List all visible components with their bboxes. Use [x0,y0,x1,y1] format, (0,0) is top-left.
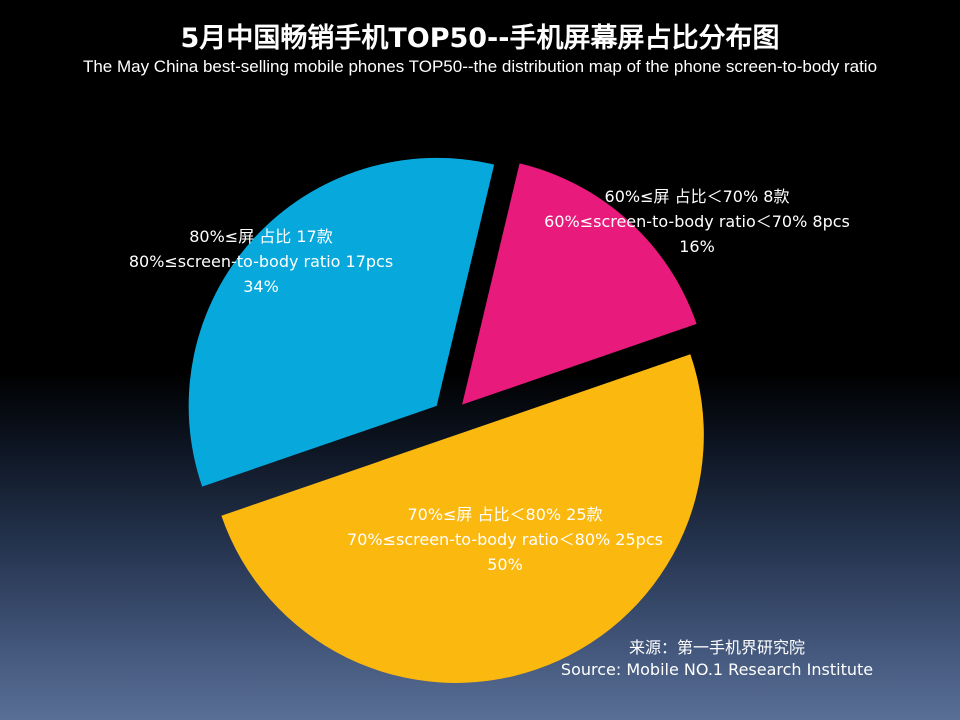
source-cn: 来源：第一手机界研究院 [628,638,805,657]
slice-label-60-70-pct: 16% [679,237,715,256]
pie-slice-60-70 [462,163,697,405]
slice-label-60-70-en: 60%≤screen-to-body ratio＜70% 8pcs [544,212,850,231]
slice-label-70-80-cn: 70%≤屏 占比＜80% 25款 [407,505,603,524]
source-en: Source: Mobile NO.1 Research Institute [560,660,874,679]
slice-label-60-70-cn: 60%≤屏 占比＜70% 8款 [604,187,790,206]
slice-label-70-80-pct: 50% [487,555,523,574]
chart-subtitle: The May China best-selling mobile phones… [82,57,878,76]
pie-slice-80-plus [188,157,495,487]
pie-slice-70-80 [221,354,704,683]
chart-title: 5月中国畅销手机TOP50--手机屏幕屏占比分布图 [180,22,780,54]
slice-label-80-plus-pct: 34% [243,277,279,296]
slice-label-80-plus: 80%≤屏 占比 17款 80%≤screen-to-body ratio 17… [129,224,393,299]
slice-label-70-80-en: 70%≤screen-to-body ratio＜80% 25pcs [347,530,663,549]
slice-label-60-70: 60%≤屏 占比＜70% 8款 60%≤screen-to-body ratio… [544,184,850,259]
slice-label-80-plus-en: 80%≤screen-to-body ratio 17pcs [128,252,394,271]
slice-label-70-80: 70%≤屏 占比＜80% 25款 70%≤screen-to-body rati… [347,502,663,577]
source-note: 来源：第一手机界研究院 Source: Mobile NO.1 Research… [552,637,882,681]
slice-label-80-plus-cn: 80%≤屏 占比 17款 [189,227,333,246]
